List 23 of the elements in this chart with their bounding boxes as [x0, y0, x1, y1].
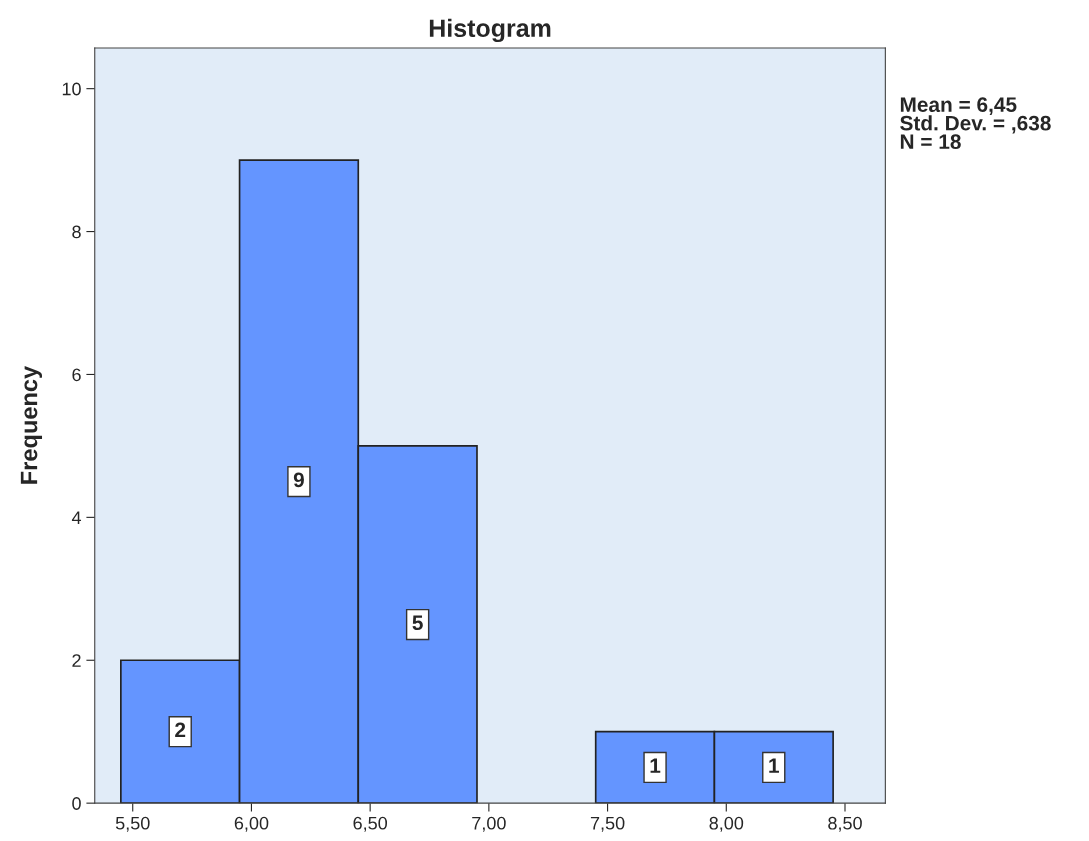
x-tick-label: 8,00: [709, 816, 744, 832]
x-tick-label: 6,00: [234, 816, 269, 832]
chart-title: Histogram: [429, 18, 551, 43]
y-axis-title: Frequency: [20, 365, 43, 484]
x-tick-label: 8,50: [828, 816, 862, 832]
text: N = 18: [900, 134, 961, 150]
text: Std. Dev. = ,638: [900, 115, 1051, 134]
y-tick-label: 2: [72, 654, 81, 667]
data-label: 1: [650, 758, 661, 773]
text: Mean = 6,45: [900, 97, 1017, 116]
data-label: 9: [293, 472, 304, 488]
data-label: 1: [769, 758, 779, 773]
x-tick-label: 5,50: [115, 816, 150, 832]
y-tick-label: 0: [72, 797, 81, 810]
x-tick-label: 6,50: [353, 816, 388, 832]
y-tick-label: 8: [72, 225, 81, 239]
y-tick-label: 10: [62, 82, 81, 96]
data-label: 2: [175, 722, 186, 738]
data-label: 5: [412, 615, 423, 631]
x-tick-label: 7,00: [472, 816, 506, 832]
y-tick-label: 6: [72, 368, 81, 382]
y-tick-label: 4: [71, 511, 82, 524]
x-tick-label: 7,50: [590, 816, 625, 832]
